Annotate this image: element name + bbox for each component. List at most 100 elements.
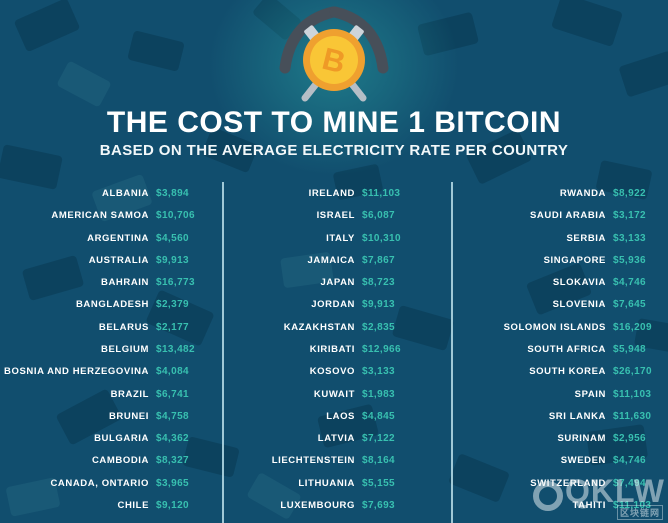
table-row: SOUTH KOREA $26,170	[453, 366, 668, 377]
table-row: CHILE $9,120	[0, 500, 224, 511]
cost-value: $8,922	[613, 188, 646, 199]
country-label: BRAZIL	[110, 388, 149, 400]
table-row: AMERICAN SAMOA $10,706	[0, 210, 224, 221]
country-label: BAHRAIN	[100, 277, 149, 289]
cost-value: $10,310	[362, 232, 401, 244]
table-row: LUXEMBOURG $7,693	[224, 500, 453, 511]
cost-value: $3,894	[156, 188, 189, 199]
table-row: TAHITI $11,103	[453, 500, 668, 511]
country-label: JAPAN	[320, 277, 355, 289]
country-label: KOSOVO	[309, 366, 355, 378]
country-label: SERBIA	[566, 232, 606, 244]
country-label: CANADA, ONTARIO	[50, 477, 149, 489]
table-row: LITHUANIA $5,155	[224, 478, 453, 489]
cost-value: $11,103	[613, 388, 652, 400]
country-label: TAHITI	[572, 499, 606, 511]
country-label: ALBANIA	[102, 188, 149, 199]
bitcoin-coin-face	[310, 36, 358, 84]
table-row: JORDAN $9,913	[224, 299, 453, 310]
cost-value: $1,983	[362, 388, 395, 400]
table-row: IRELAND $11,103	[224, 188, 453, 199]
table-row: LAOS $4,845	[224, 411, 453, 422]
bitcoin-mining-icon: B	[275, 6, 393, 102]
country-label: SOUTH KOREA	[529, 366, 606, 378]
country-label: SLOKAVIA	[552, 277, 606, 289]
cost-value: $6,087	[362, 210, 395, 222]
cost-value: $26,170	[613, 366, 652, 378]
cost-value: $3,133	[613, 232, 646, 244]
cost-value: $4,362	[156, 433, 189, 445]
country-label: BANGLADESH	[75, 299, 149, 311]
table-row: KUWAIT $1,983	[224, 389, 453, 400]
country-label: LIECHTENSTEIN	[271, 455, 355, 467]
cost-value: $8,723	[362, 277, 395, 289]
pickaxe-head-left-icon	[279, 6, 339, 74]
country-label: AUSTRALIA	[88, 254, 149, 266]
country-label: LITHUANIA	[298, 477, 355, 489]
country-label: BRUNEI	[108, 410, 149, 422]
table-row: BAHRAIN $16,773	[0, 277, 224, 288]
table-row: BRAZIL $6,741	[0, 389, 224, 400]
table-row: CAMBODIA $8,327	[0, 455, 224, 466]
table-row: RWANDA $8,922	[453, 188, 668, 199]
table-row: LATVIA $7,122	[224, 433, 453, 444]
country-label: JORDAN	[311, 299, 355, 311]
country-label: JAMAICA	[307, 254, 355, 266]
table-row: BOSNIA AND HERZEGOVINA $4,084	[0, 366, 224, 377]
cost-value: $8,164	[362, 455, 395, 467]
table-row: BELGIUM $13,482	[0, 344, 224, 355]
country-label: SOUTH AFRICA	[527, 343, 606, 355]
country-label: ARGENTINA	[87, 232, 149, 244]
table-row: ALBANIA $3,894	[0, 188, 224, 199]
column-divider-1	[222, 182, 224, 523]
cost-value: $11,103	[613, 499, 652, 511]
country-label: SAUDI ARABIA	[530, 210, 606, 222]
country-label: SWEDEN	[560, 455, 606, 467]
country-label: SPAIN	[574, 388, 606, 400]
table-row: BULGARIA $4,362	[0, 433, 224, 444]
country-label: SINGAPORE	[543, 254, 606, 266]
table-row: KIRIBATI $12,966	[224, 344, 453, 355]
table-row: SLOKAVIA $4,746	[453, 277, 668, 288]
table-row: SOLOMON ISLANDS $16,209	[453, 322, 668, 333]
cost-value: $7,645	[613, 299, 646, 311]
country-label: LAOS	[326, 410, 355, 422]
country-label: BELGIUM	[100, 343, 149, 355]
cost-value: $2,835	[362, 321, 395, 333]
cost-value: $5,948	[613, 343, 646, 355]
cost-value: $3,133	[362, 366, 395, 378]
cost-value: $4,746	[613, 455, 646, 467]
cost-value: $2,956	[613, 433, 646, 445]
table-row: BRUNEI $4,758	[0, 411, 224, 422]
country-label: BOSNIA AND HERZEGOVINA	[4, 366, 149, 378]
header: B THE COST TO MINE 1 BITCOIN BASED ON TH…	[0, 0, 668, 159]
table-row: JAMAICA $7,867	[224, 255, 453, 266]
country-label: AMERICAN SAMOA	[51, 210, 149, 222]
table-row: ITALY $10,310	[224, 233, 453, 244]
table-row: ISRAEL $6,087	[224, 210, 453, 221]
page-subtitle: BASED ON THE AVERAGE ELECTRICITY RATE PE…	[99, 142, 569, 159]
table-column-3: RWANDA $8,922 SAUDI ARABIA $3,172 SERBIA $3,1…	[453, 183, 668, 517]
cost-value: $11,103	[362, 188, 401, 199]
pickaxe-head-right-icon	[329, 6, 389, 74]
table-row: SWITZERLAND $7,494	[453, 478, 668, 489]
table-row: BELARUS $2,177	[0, 322, 224, 333]
cost-value: $16,209	[613, 321, 652, 333]
table-row: SRI LANKA $11,630	[453, 411, 668, 422]
page-title: THE COST TO MINE 1 BITCOIN	[106, 106, 562, 139]
country-label: KAZAKHSTAN	[283, 321, 355, 333]
cost-value: $10,706	[156, 210, 195, 222]
country-label: BELARUS	[98, 321, 149, 333]
table-row: SURINAM $2,956	[453, 433, 668, 444]
cost-value: $12,966	[362, 343, 401, 355]
cost-value: $7,867	[362, 254, 395, 266]
cost-value: $9,913	[362, 299, 395, 311]
country-label: SURINAM	[557, 433, 606, 445]
table-row: CANADA, ONTARIO $3,965	[0, 478, 224, 489]
country-label: SOLOMON ISLANDS	[503, 321, 606, 333]
bitcoin-pickaxes-icon: B	[279, 6, 389, 102]
table-row: JAPAN $8,723	[224, 277, 453, 288]
table-row: AUSTRALIA $9,913	[0, 255, 224, 266]
cost-value: $4,758	[156, 410, 189, 422]
cost-value: $4,560	[156, 232, 189, 244]
